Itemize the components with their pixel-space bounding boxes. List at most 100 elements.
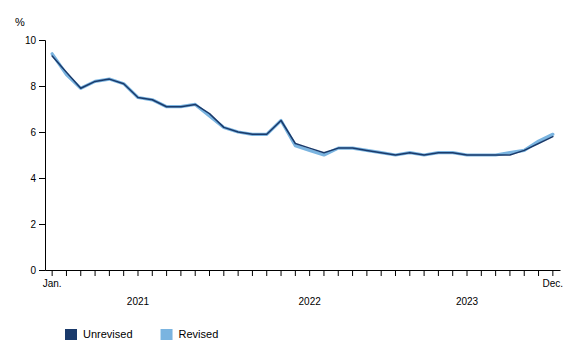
x-tick-mark — [481, 270, 482, 276]
x-tick-mark — [323, 270, 324, 276]
x-tick-mark — [395, 270, 396, 276]
x-tick — [281, 270, 282, 276]
x-tick-mark — [52, 270, 53, 276]
x-tick-label: 2023 — [456, 296, 479, 307]
x-tick-mark — [438, 270, 439, 276]
x-tick-mark — [223, 270, 224, 276]
legend-item: Unrevised — [65, 328, 133, 340]
x-tick-mark — [137, 270, 138, 276]
x-tick — [95, 270, 96, 276]
x-tick-mark — [552, 270, 553, 276]
x-tick-mark — [266, 270, 267, 276]
annotation: Dec. — [543, 278, 564, 289]
legend-label: Revised — [179, 328, 219, 340]
x-tick — [152, 270, 153, 276]
y-tick: 4 — [30, 173, 45, 184]
y-tick-label: 8 — [30, 81, 36, 92]
x-tick-mark — [409, 270, 410, 276]
x-tick-mark — [66, 270, 67, 276]
y-tick-label: 0 — [30, 265, 36, 276]
y-tick: 10 — [25, 35, 45, 46]
y-tick: 6 — [30, 127, 45, 138]
series-line — [52, 54, 553, 155]
y-tick-label: 6 — [30, 127, 36, 138]
legend: Unrevised Revised — [65, 328, 218, 340]
series-line — [52, 56, 553, 155]
lines — [52, 54, 553, 155]
x-tick-mark — [295, 270, 296, 276]
x-tick — [538, 270, 539, 276]
x-tick — [338, 270, 339, 276]
x-tick: 2021 — [127, 270, 150, 307]
legend-label: Unrevised — [83, 328, 133, 340]
x-tick — [381, 270, 382, 276]
x-tick — [366, 270, 367, 276]
x-tick — [180, 270, 181, 276]
x-tick — [495, 270, 496, 276]
x-tick-label: 2021 — [127, 296, 150, 307]
x-tick-mark — [209, 270, 210, 276]
x-tick-mark — [166, 270, 167, 276]
x-tick — [524, 270, 525, 276]
y-axis-line — [39, 41, 46, 271]
y-tick-mark — [39, 178, 45, 179]
x-tick — [166, 270, 167, 276]
x-tick — [238, 270, 239, 276]
y-tick-label: 4 — [30, 173, 36, 184]
x-tick-mark — [352, 270, 353, 276]
x-tick-mark — [495, 270, 496, 276]
x-tick — [52, 270, 53, 276]
plot: 0 2 4 6 8 10 2021 2022 2023 Jan. Dec. — [25, 35, 563, 307]
x-tick-mark — [509, 270, 510, 276]
x-tick-mark — [180, 270, 181, 276]
y-tick-mark — [39, 270, 45, 271]
annotation: Jan. — [43, 278, 62, 289]
chart-container: 0 2 4 6 8 10 2021 2022 2023 Jan. Dec.% Unrevised Rev… — [0, 0, 580, 360]
x-tick: 2023 — [456, 270, 479, 307]
x-tick — [109, 270, 110, 276]
y-tick-label: 2 — [30, 219, 36, 230]
x-tick — [295, 270, 296, 276]
x-tick-mark — [195, 270, 196, 276]
y-tick: 0 — [30, 265, 45, 276]
x-tick: 2022 — [299, 270, 322, 307]
y-tick-mark — [39, 132, 45, 133]
x-tick-mark — [452, 270, 453, 276]
x-tick — [266, 270, 267, 276]
legend-item: Revised — [161, 328, 219, 340]
chart: 0 2 4 6 8 10 2021 2022 2023 Jan. Dec.% Unrevised Rev… — [0, 0, 580, 360]
x-tick — [552, 270, 553, 276]
x-tick — [409, 270, 410, 276]
legend-swatch — [161, 329, 173, 340]
x-tick-mark — [338, 270, 339, 276]
x-axis-line — [46, 270, 561, 271]
x-tick-mark — [95, 270, 96, 276]
x-tick — [452, 270, 453, 276]
x-tick — [223, 270, 224, 276]
x-tick-mark — [123, 270, 124, 276]
x-axis: 2021 2022 2023 — [46, 270, 561, 307]
x-tick-mark — [281, 270, 282, 276]
y-tick-label: 10 — [25, 35, 37, 46]
x-tick-mark — [152, 270, 153, 276]
y-tick-mark — [39, 86, 45, 87]
y-tick: 2 — [30, 219, 45, 230]
x-tick — [424, 270, 425, 276]
y-tick: 8 — [30, 81, 45, 92]
legend-swatch — [65, 329, 77, 340]
x-tick — [195, 270, 196, 276]
y-axis: 0 2 4 6 8 10 — [25, 35, 46, 276]
x-tick — [66, 270, 67, 276]
x-tick-mark — [109, 270, 110, 276]
x-tick-mark — [238, 270, 239, 276]
y-tick-mark — [39, 40, 45, 41]
x-tick-mark — [538, 270, 539, 276]
x-tick — [395, 270, 396, 276]
x-tick — [209, 270, 210, 276]
x-tick-mark — [366, 270, 367, 276]
x-tick-mark — [252, 270, 253, 276]
y-axis-title: % — [15, 16, 25, 28]
x-tick-mark — [467, 270, 468, 276]
x-tick — [352, 270, 353, 276]
x-tick — [123, 270, 124, 276]
